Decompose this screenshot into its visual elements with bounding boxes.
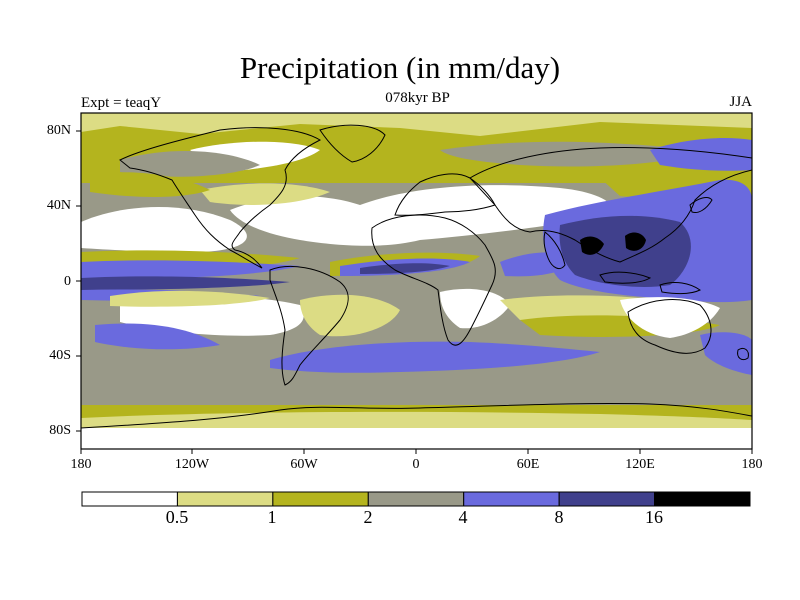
coastline-antarctica [81, 402, 752, 429]
coastline-africa [371, 214, 496, 346]
colorbar-swatch [176, 491, 274, 507]
coastline-new-zealand [737, 347, 749, 361]
coastline-india [543, 231, 566, 269]
period-label: 078kyr BP [385, 90, 450, 106]
y-tick-label: 0 [64, 274, 71, 289]
x-tick-label: 120E [625, 457, 655, 472]
coastline-north-america [119, 127, 322, 269]
y-tick-label: 80S [49, 423, 71, 438]
colorbar-label: 0.5 [165, 507, 189, 527]
y-tick-label: 40N [46, 198, 71, 213]
x-tick-label: 180 [70, 457, 92, 472]
x-tick-label: 120W [174, 457, 210, 472]
x-tick-label: 0 [412, 457, 420, 472]
experiment-label: Expt = teaqY [81, 95, 162, 111]
x-tick-label: 60W [290, 457, 318, 472]
coastline-indonesia [599, 271, 652, 284]
colorbar-label: 8 [554, 507, 564, 527]
x-tick-label: 60E [516, 457, 540, 472]
colorbar-swatch [558, 491, 656, 507]
colorbar-swatch [367, 491, 465, 507]
colorbar [81, 491, 751, 507]
coastline-greenland [319, 124, 386, 163]
colorbar-swatch [463, 491, 560, 507]
colorbar-label: 2 [363, 507, 373, 527]
y-tick-label: 80N [46, 123, 71, 138]
colorbar-label: 4 [458, 507, 468, 527]
colorbar-label: 1 [267, 507, 277, 527]
coastlines [81, 124, 752, 429]
coastline-japan [689, 197, 713, 213]
season-label: JJA [729, 94, 752, 110]
coastline-new-guinea [659, 282, 701, 295]
colorbar-swatch [272, 491, 369, 507]
coastline-europe [394, 173, 496, 216]
coastline-south-america [269, 265, 349, 386]
colorbar-swatch [81, 491, 178, 507]
colorbar-swatch [654, 491, 751, 507]
map-title: Precipitation (in mm/day) [239, 50, 561, 85]
map-ticks [76, 130, 753, 454]
x-tick-label: 180 [741, 457, 763, 472]
coastline-asia [469, 146, 752, 263]
y-tick-label: 40S [49, 348, 71, 363]
coastline-australia [627, 299, 712, 354]
precipitation-field [81, 113, 752, 449]
colorbar-label: 16 [645, 507, 663, 527]
